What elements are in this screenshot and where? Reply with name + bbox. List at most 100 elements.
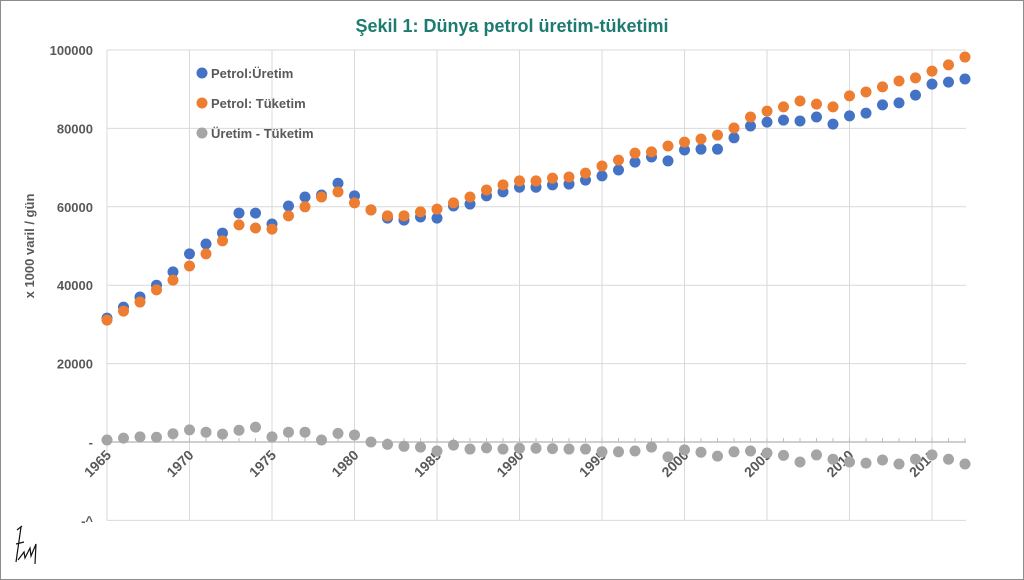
data-point-consumption xyxy=(877,81,888,93)
data-point-production xyxy=(679,144,690,156)
data-point-production xyxy=(662,155,674,167)
data-point-difference xyxy=(728,446,740,458)
data-point-difference xyxy=(893,458,905,470)
x-tick-label: 1980 xyxy=(328,447,361,480)
legend-marker xyxy=(196,97,208,109)
data-point-consumption xyxy=(184,260,195,272)
legend-label: Petrol:Üretim xyxy=(211,66,293,81)
data-point-consumption xyxy=(827,101,839,113)
legend-label: Üretim - Tüketim xyxy=(211,126,314,141)
data-point-consumption xyxy=(662,140,674,152)
data-point-consumption xyxy=(464,191,476,203)
data-point-consumption xyxy=(349,197,360,209)
data-point-production xyxy=(943,76,954,88)
data-point-production xyxy=(778,114,789,126)
data-point-difference xyxy=(910,453,921,465)
data-point-consumption xyxy=(761,105,773,117)
data-point-consumption xyxy=(811,98,822,110)
y-tick-label: -^ xyxy=(81,513,93,528)
data-point-production xyxy=(299,191,311,203)
data-point-production xyxy=(332,177,344,189)
data-point-consumption xyxy=(893,75,905,87)
data-point-difference xyxy=(662,451,674,463)
data-point-consumption xyxy=(382,210,393,222)
data-point-difference xyxy=(382,438,393,450)
data-point-difference xyxy=(629,445,641,457)
data-point-production xyxy=(200,238,212,250)
data-point-consumption xyxy=(398,210,410,222)
data-point-consumption xyxy=(332,186,344,198)
data-point-consumption xyxy=(118,305,129,317)
data-point-consumption xyxy=(860,86,872,98)
legend-marker xyxy=(196,67,208,79)
data-point-consumption xyxy=(316,191,327,203)
data-point-production xyxy=(811,111,822,123)
data-point-difference xyxy=(299,426,311,438)
legend-label: Petrol: Tüketim xyxy=(211,96,306,111)
data-point-production xyxy=(877,99,888,111)
data-point-production xyxy=(860,107,872,119)
y-tick-label: 40000 xyxy=(57,278,93,293)
data-point-difference xyxy=(596,446,608,458)
data-point-difference xyxy=(316,434,327,446)
data-point-consumption xyxy=(233,219,245,231)
data-point-production xyxy=(283,200,294,212)
data-point-consumption xyxy=(613,154,624,166)
data-point-production xyxy=(910,89,921,101)
data-point-production xyxy=(959,73,971,85)
data-point-production xyxy=(728,132,740,144)
data-point-consumption xyxy=(910,72,921,84)
data-point-difference xyxy=(778,449,789,461)
data-point-consumption xyxy=(926,65,938,77)
data-point-consumption xyxy=(283,210,294,222)
y-tick-label: 60000 xyxy=(57,200,93,215)
data-point-difference xyxy=(398,440,410,452)
y-tick-label: 80000 xyxy=(57,121,93,136)
data-point-difference xyxy=(514,442,525,454)
legend-marker xyxy=(196,127,208,139)
data-point-consumption xyxy=(943,59,954,71)
data-point-difference xyxy=(761,447,773,459)
y-tick-label: 20000 xyxy=(57,357,93,372)
data-point-difference xyxy=(151,431,162,443)
data-point-consumption xyxy=(794,95,806,107)
data-point-difference xyxy=(200,426,212,438)
data-point-difference xyxy=(580,443,591,455)
data-point-consumption xyxy=(217,235,228,247)
signature-logo xyxy=(15,525,37,565)
data-point-consumption xyxy=(580,167,591,179)
data-point-consumption xyxy=(101,314,113,326)
data-point-difference xyxy=(827,453,839,465)
data-point-difference xyxy=(431,445,443,457)
data-point-difference xyxy=(217,428,228,440)
data-point-difference xyxy=(481,442,492,454)
data-point-difference xyxy=(332,427,344,439)
data-point-production xyxy=(745,120,756,132)
data-point-consumption xyxy=(745,111,756,123)
data-point-difference xyxy=(811,449,822,461)
data-point-consumption xyxy=(646,146,657,158)
data-point-difference xyxy=(118,432,129,444)
data-point-difference xyxy=(613,446,624,458)
data-point-difference xyxy=(695,446,707,458)
data-point-consumption xyxy=(200,248,212,260)
data-point-production xyxy=(250,207,261,219)
data-point-consumption xyxy=(514,175,525,187)
data-point-consumption xyxy=(547,172,558,184)
data-point-difference xyxy=(844,456,855,468)
data-point-consumption xyxy=(167,274,179,286)
data-point-production xyxy=(596,170,608,182)
data-point-consumption xyxy=(415,206,426,218)
data-point-difference xyxy=(349,429,360,441)
data-point-consumption xyxy=(151,284,162,296)
data-point-difference xyxy=(415,441,426,453)
y-tick-label: - xyxy=(89,435,93,450)
data-point-consumption xyxy=(134,296,146,308)
data-point-difference xyxy=(497,443,509,455)
data-point-consumption xyxy=(679,136,690,148)
data-point-difference xyxy=(283,426,294,438)
data-point-consumption xyxy=(563,171,575,183)
data-point-production xyxy=(431,212,443,224)
data-point-difference xyxy=(530,442,542,454)
